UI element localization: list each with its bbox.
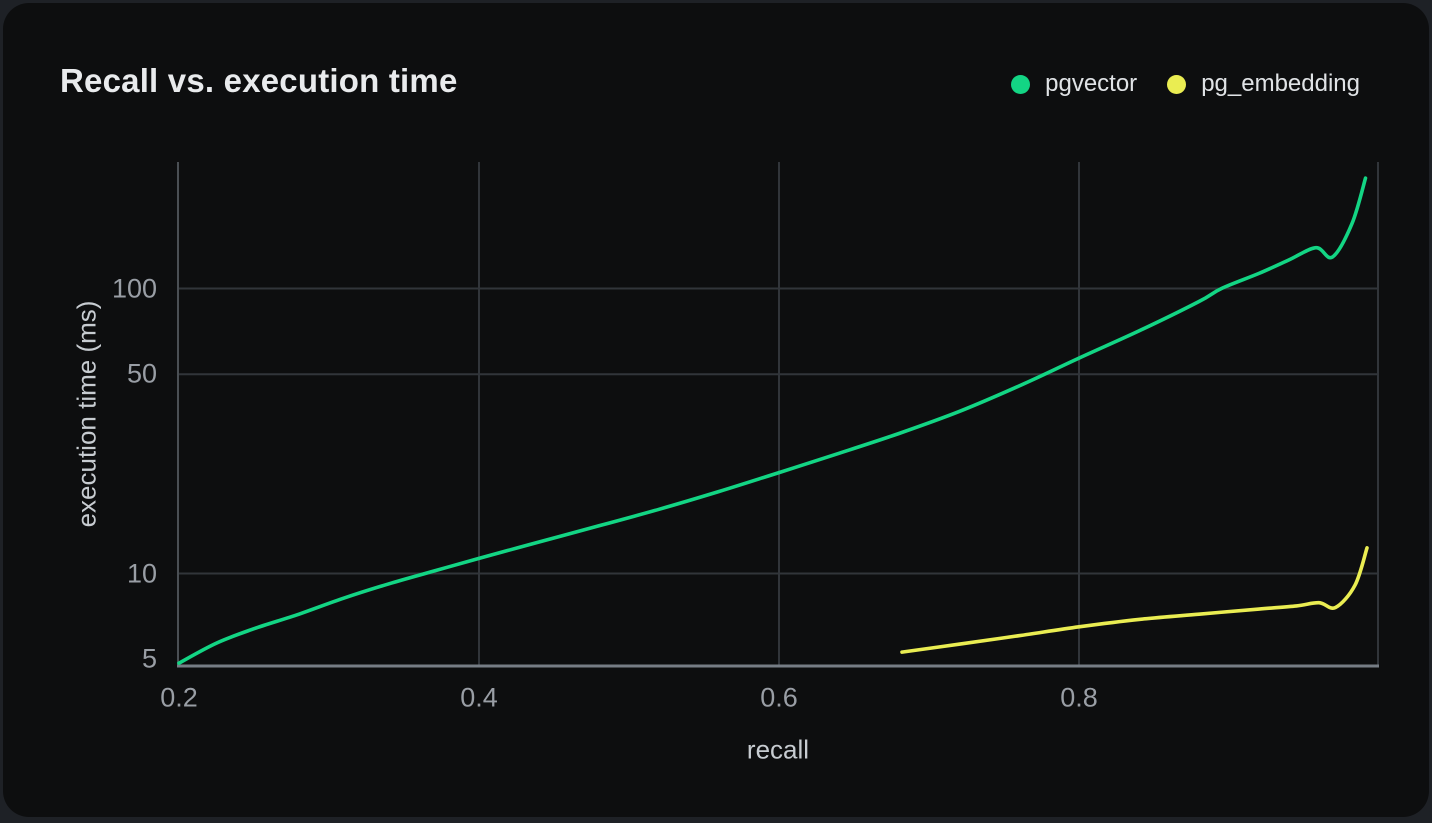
legend: pgvector pg_embedding bbox=[1011, 67, 1360, 101]
x-tick-label: 0.8 bbox=[1060, 682, 1098, 713]
x-axis-title: recall bbox=[746, 734, 810, 765]
pgvector-series-dot-icon bbox=[1011, 74, 1031, 94]
series-line-pgvector bbox=[177, 176, 1368, 665]
y-axis-title: execution time (ms) bbox=[71, 300, 102, 528]
x-tick-label: 0.2 bbox=[160, 682, 198, 713]
y-tick-label: 100 bbox=[111, 273, 157, 303]
chart-title: Recall vs. execution time bbox=[60, 62, 458, 99]
chart-card: Recall vs. execution time pgvector pg_em… bbox=[3, 3, 1429, 817]
plot-area bbox=[177, 162, 1379, 668]
legend-item-pg-embedding[interactable]: pg_embedding bbox=[1167, 70, 1360, 98]
legend-label-pgvector: pgvector bbox=[1045, 70, 1138, 97]
pg-embedding-series-dot-icon bbox=[1167, 74, 1187, 94]
y-tick-label: 50 bbox=[126, 358, 157, 389]
legend-item-pgvector[interactable]: pgvector bbox=[1011, 70, 1137, 98]
legend-label-pg-embedding: pg_embedding bbox=[1201, 70, 1360, 97]
x-tick-label: 0.4 bbox=[460, 682, 498, 713]
series-line-pg_embedding bbox=[900, 546, 1369, 654]
x-tick-label: 0.6 bbox=[760, 682, 798, 713]
y-tick-label: 10 bbox=[126, 558, 157, 588]
y-tick-label: 5 bbox=[141, 643, 157, 674]
